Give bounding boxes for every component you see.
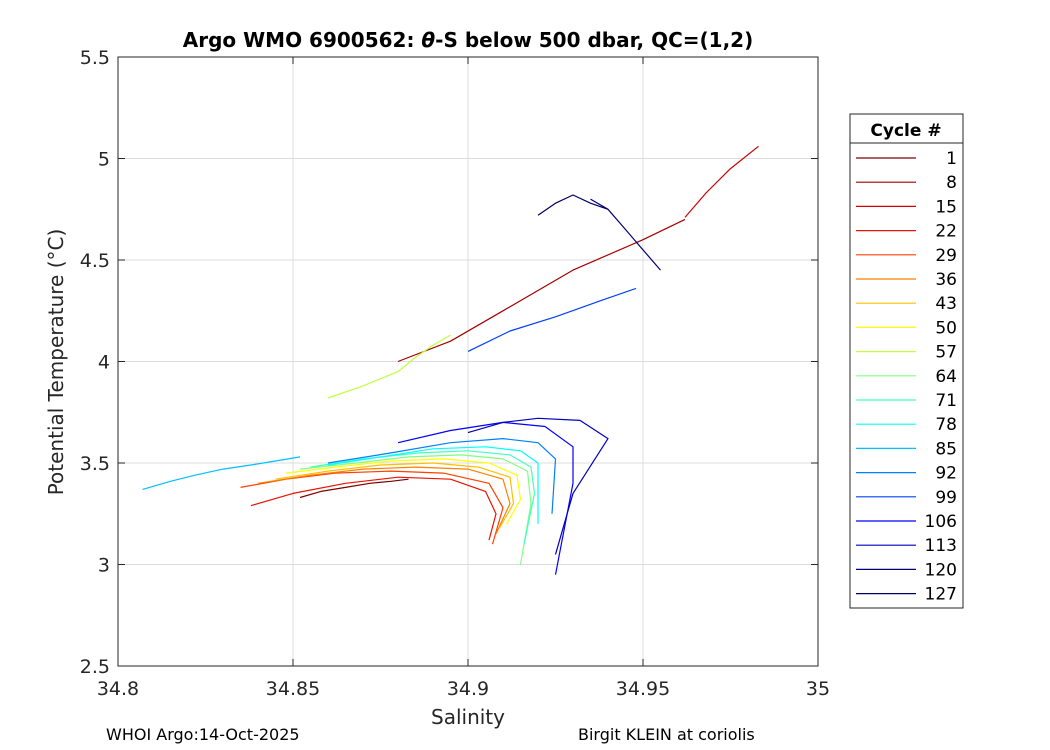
x-tick-label: 34.8 [97, 678, 139, 700]
x-tick-label: 34.95 [616, 678, 670, 700]
x-tick-label: 34.85 [266, 678, 320, 700]
legend-label: 29 [935, 246, 957, 266]
x-tick-label: 35 [806, 678, 830, 700]
series-line-cycle-113 [467, 417, 609, 555]
y-tick-label: 3 [98, 555, 110, 577]
series-line-cycle-15 [684, 145, 759, 218]
footer-left-credit: WHOI Argo:14-Oct-2025 [106, 725, 300, 744]
y-tick-label: 5 [98, 149, 110, 171]
series-line-cycle-127 [537, 194, 609, 216]
series-lines [142, 145, 759, 575]
legend: Cycle # 18152229364350576471788592991061… [849, 113, 964, 609]
series-line-cycle-92 [327, 438, 557, 514]
legend-label: 1 [946, 149, 957, 169]
legend-label: 71 [935, 391, 957, 411]
x-tick-label: 34.9 [447, 678, 489, 700]
series-line-cycle-78 [327, 446, 539, 524]
legend-label: 113 [925, 536, 957, 556]
axis-ticks: 34.8 34.85 34.9 34.95 35 2.5 3 3.5 4 4.5 5 5.5 [80, 47, 830, 700]
y-tick-label: 4 [98, 352, 110, 374]
legend-label: 8 [946, 173, 957, 193]
series-line-cycle-36 [257, 466, 511, 535]
legend-label: 22 [935, 222, 957, 242]
series-line-cycle-1 [299, 478, 409, 499]
legend-label: 127 [925, 585, 957, 605]
legend-label: 64 [935, 367, 957, 387]
legend-label: 36 [935, 270, 957, 290]
y-tick-label: 5.5 [80, 47, 110, 69]
series-line-cycle-64 [299, 454, 532, 565]
series-line-cycle-120 [590, 198, 661, 271]
chart-title: Argo WMO 6900562: θ-S below 500 dbar, QC… [183, 28, 753, 52]
legend-label: 92 [935, 464, 957, 484]
y-tick-label: 4.5 [80, 250, 110, 272]
legend-label: 120 [925, 560, 957, 580]
legend-label: 57 [935, 343, 957, 363]
series-line-cycle-85 [142, 456, 301, 490]
legend-box [849, 113, 964, 609]
footer-right-credit: Birgit KLEIN at coriolis [578, 725, 755, 744]
legend-label: 85 [935, 439, 957, 459]
legend-label: 50 [935, 318, 957, 338]
x-axis-label: Salinity [431, 705, 505, 729]
legend-label: 99 [935, 488, 957, 508]
series-line-cycle-106 [397, 421, 574, 575]
y-tick-label: 3.5 [80, 453, 110, 475]
legend-label: 15 [935, 197, 957, 217]
series-line-cycle-50 [285, 458, 522, 525]
y-axis-label: Potential Temperature (°C) [44, 229, 68, 496]
series-line-cycle-8 [397, 218, 686, 363]
legend-label: 78 [935, 415, 957, 435]
y-tick-label: 2.5 [80, 656, 110, 678]
legend-entries: 1 8 15 22 29 36 43 50 57 64 71 78 85 92 99 106 113 120 127 [856, 149, 957, 605]
legend-label: 106 [925, 512, 957, 532]
series-line-cycle-22 [250, 476, 497, 541]
series-line-cycle-57 [327, 334, 451, 399]
legend-label: 43 [935, 294, 957, 314]
series-line-cycle-43 [275, 462, 515, 529]
series-line-cycle-99 [467, 287, 637, 352]
legend-title: Cycle # [870, 121, 941, 141]
